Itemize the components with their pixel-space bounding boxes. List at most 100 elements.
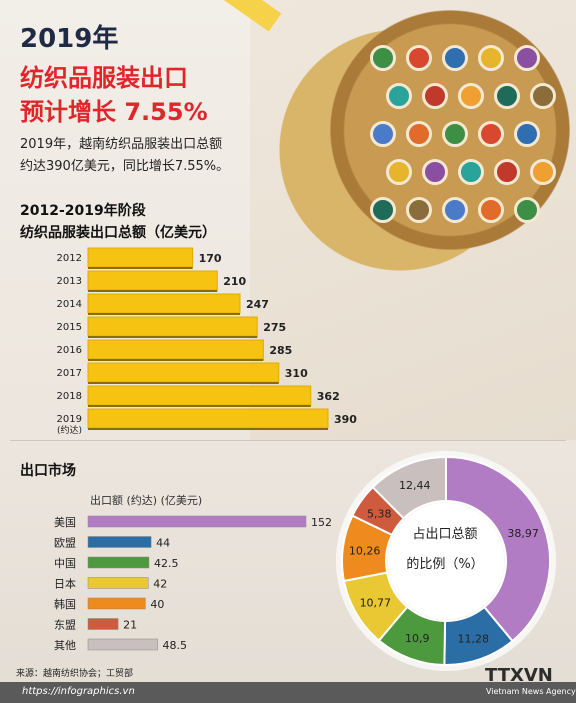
thread-spool-icon	[442, 197, 468, 223]
period-label: 2012-2019年阶段	[20, 203, 146, 219]
market-tick-label: 中国	[54, 557, 76, 570]
year-bar	[87, 385, 312, 406]
market-bar	[87, 515, 307, 528]
market-bar	[87, 597, 146, 610]
year-tick-label: 2012	[57, 253, 82, 264]
thread-spool-icon	[442, 45, 468, 71]
donut-value-label: 10,77	[360, 597, 392, 610]
market-value-label: 40	[150, 598, 164, 611]
market-bar	[87, 536, 152, 548]
thread-spool-icon	[514, 121, 540, 147]
market-tick-label: 东盟	[54, 619, 76, 632]
year-value-label: 362	[317, 390, 340, 403]
market-bar	[87, 577, 149, 589]
market-tick-label: 日本	[54, 577, 76, 591]
year-bar-shadow	[88, 267, 193, 269]
year-value-label: 170	[199, 252, 222, 265]
intro-text: 2019年，越南纺织品服装出口总额 约达390亿美元，同比增长7.55%。	[20, 134, 320, 178]
market-value-label: 42.5	[154, 557, 179, 570]
thread-spool-icon	[386, 83, 412, 109]
donut-value-label: 11,28	[457, 632, 489, 645]
year-bar-shadow	[88, 359, 264, 361]
year-tick-label: 2017	[57, 368, 82, 379]
thread-spool-icon	[422, 159, 448, 185]
year-tick-note: (约达)	[57, 424, 82, 436]
year-tick-label: 2016	[57, 345, 82, 356]
year-value-label: 390	[334, 413, 357, 426]
year-value-label: 247	[246, 298, 269, 311]
market-value-label: 42	[153, 578, 167, 591]
market-value-label: 44	[156, 537, 170, 550]
year-bar	[87, 247, 194, 268]
donut-slice	[371, 455, 447, 520]
thread-spool-icon	[478, 45, 504, 71]
donut-value-label: 5,38	[367, 507, 392, 520]
year-bar-shadow	[88, 428, 328, 430]
thread-spool-icon	[494, 83, 520, 109]
year-bar	[87, 270, 218, 291]
thread-spool-icon	[442, 121, 468, 147]
chart1-title: 纺织品服装出口总额（亿美元）	[20, 225, 216, 241]
thread-spool-icon	[478, 197, 504, 223]
year-tick-label: 2018	[57, 391, 82, 402]
year-bar-shadow	[88, 290, 218, 292]
footer-url-link[interactable]: https://infographics.vn	[22, 686, 135, 697]
year-bar-shadow	[88, 382, 279, 384]
year-tick-label: 2015	[57, 322, 82, 333]
chart2-title: 出口额 (约达) (亿美元)	[90, 494, 203, 507]
market-tick-label: 欧盟	[54, 537, 76, 550]
year-tick-label: 2014	[57, 299, 82, 310]
year-value-label: 275	[263, 321, 286, 334]
thread-spool-icon	[458, 159, 484, 185]
thread-spool-icon	[514, 45, 540, 71]
donut-value-label: 38,97	[507, 527, 539, 540]
donut-center-line-1: 占出口总额	[412, 527, 478, 542]
thread-spool-icon	[370, 121, 396, 147]
thread-spool-icon	[406, 121, 432, 147]
thread-spool-icon	[406, 197, 432, 223]
thread-spool-icon	[422, 83, 448, 109]
source-note: 来源：越南纺织协会；工贸部	[16, 669, 134, 679]
thread-spool-icon	[514, 197, 540, 223]
year-bar	[87, 362, 280, 383]
donut-value-label: 10,26	[349, 544, 381, 557]
title-line-2: 预计增长 7.55%	[20, 98, 208, 126]
market-bar	[87, 618, 119, 630]
market-section-title: 出口市场	[20, 463, 76, 479]
market-tick-label: 其他	[54, 639, 76, 652]
donut-center-line-2: 的比例（%）	[406, 557, 484, 572]
thread-spool-icon	[530, 159, 556, 185]
donut-slice	[445, 455, 551, 643]
market-value-label: 21	[123, 619, 137, 632]
year-value-label: 285	[269, 344, 292, 357]
intro-line-1: 2019年，越南纺织品服装出口总额	[20, 137, 223, 152]
donut-value-label: 12,44	[399, 479, 431, 492]
footer-bar: https://infographics.vn Vietnam News Age…	[0, 682, 576, 703]
market-bar	[87, 556, 150, 569]
market-value-label: 152	[311, 516, 332, 529]
market-value-label: 48.5	[163, 639, 188, 652]
ttxvn-logo: TTXVN	[485, 665, 553, 686]
section-divider	[10, 440, 566, 441]
year-bar	[87, 339, 264, 360]
thread-spool-icon	[406, 45, 432, 71]
thread-spool-icon	[370, 45, 396, 71]
thread-spool-icon	[370, 197, 396, 223]
intro-line-2: 约达390亿美元，同比增长7.55%。	[20, 159, 230, 174]
logo-caption: Vietnam News Agency	[486, 687, 576, 696]
year-tick-label: 2019	[57, 414, 82, 425]
year-bar	[87, 408, 329, 429]
year-bar-shadow	[88, 313, 240, 315]
year-bar-shadow	[88, 405, 311, 407]
thread-spool-icon	[458, 83, 484, 109]
donut-center-label: 占出口总额 的比例（%）	[395, 520, 495, 580]
thread-spool-icon	[494, 159, 520, 185]
market-bar	[87, 638, 158, 651]
year-bar	[87, 316, 258, 337]
donut-hole	[388, 503, 504, 619]
year-value-label: 310	[285, 367, 308, 380]
market-tick-label: 韩国	[54, 597, 76, 611]
year-bar-shadow	[88, 336, 258, 338]
